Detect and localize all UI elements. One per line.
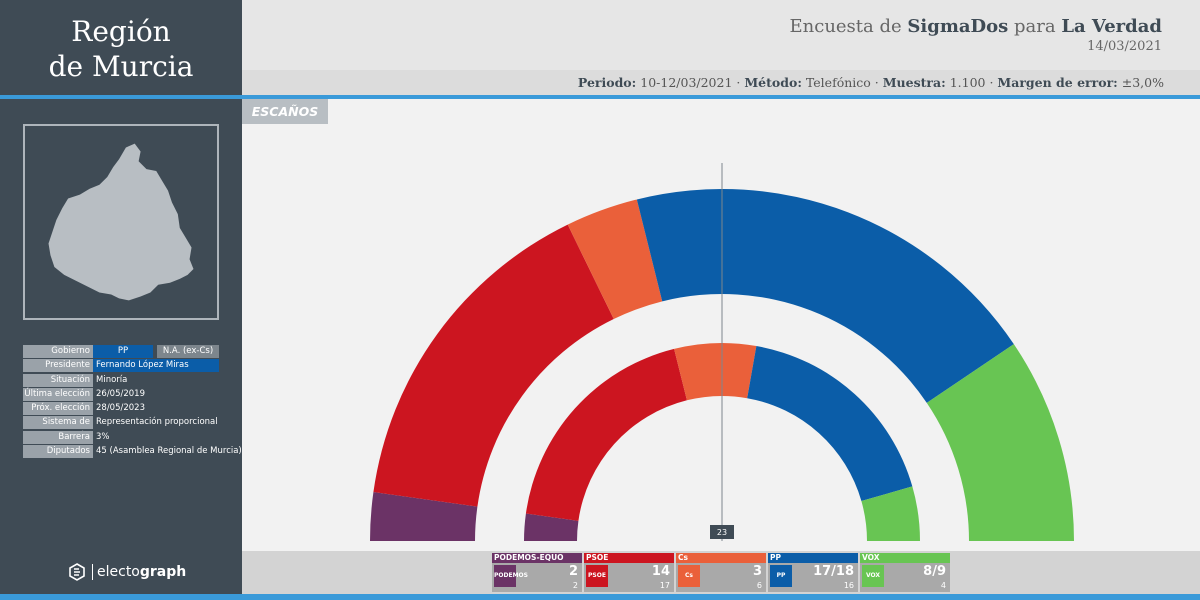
top-rule bbox=[0, 95, 1200, 99]
info-key: Situación bbox=[23, 373, 93, 387]
outer-segment-vox bbox=[926, 344, 1074, 541]
info-row-barrera: Barrera 3% bbox=[23, 430, 223, 444]
inner-segment-cs bbox=[674, 343, 757, 401]
inner-segment-vox bbox=[861, 486, 920, 541]
legend-party-name: PP bbox=[768, 553, 858, 563]
outer-segment-cs bbox=[567, 199, 663, 319]
inner-segment-pp bbox=[747, 346, 913, 502]
info-key: Barrera bbox=[23, 430, 93, 444]
chart-area: 23 bbox=[242, 99, 1200, 551]
majority-label-box bbox=[710, 525, 734, 539]
info-key: Diputados bbox=[23, 445, 93, 459]
legend-seats: 2 bbox=[568, 564, 578, 579]
legend-seats: 14 bbox=[651, 564, 670, 579]
legend-previous-seats: 16 bbox=[843, 581, 854, 590]
inner-segment-psoe bbox=[525, 348, 687, 521]
info-val-sistema: Representación proporcional bbox=[96, 417, 218, 428]
region-title: Región de Murcia bbox=[0, 14, 242, 84]
legend-item-podemos-equo: PODEMOS-EQUO PODEMOS 2 2 bbox=[492, 553, 582, 592]
electograph-logo-icon bbox=[69, 563, 85, 581]
electograph-logo: electo graph bbox=[68, 563, 186, 581]
meta-bar: Periodo: 10-12/03/2021 · Método: Telefón… bbox=[242, 70, 1200, 95]
outer-segment-pp bbox=[636, 189, 1014, 403]
region-title-line2: de Murcia bbox=[48, 50, 194, 83]
legend-previous-seats: 17 bbox=[659, 581, 670, 590]
info-val-gobierno-na: N.A. (ex-Cs) bbox=[157, 345, 219, 358]
region-map-shape bbox=[48, 143, 194, 301]
info-key: Presidente bbox=[23, 359, 93, 373]
survey-title: Encuesta de SigmaDos para La Verdad bbox=[790, 16, 1163, 37]
legend-party-name: VOX bbox=[860, 553, 950, 563]
survey-date: 14/03/2021 bbox=[1087, 39, 1162, 54]
meta-margen: ±3,0% bbox=[1117, 75, 1164, 90]
legend-party-name: Cs bbox=[676, 553, 766, 563]
legend-item-cs: Cs Cs 3 6 bbox=[676, 553, 766, 592]
legend-party-logo: PODEMOS bbox=[494, 565, 528, 587]
legend-seats: 3 bbox=[752, 564, 762, 579]
sidebar: Región de Murcia Gobierno PP N.A. (ex-Cs… bbox=[0, 0, 242, 600]
bottom-rule bbox=[0, 594, 1200, 600]
survey-mid: para bbox=[1008, 16, 1062, 37]
info-key: Gobierno bbox=[23, 345, 93, 358]
meta-margen-label: Margen de error: bbox=[997, 75, 1118, 90]
meta-periodo-label: Periodo: bbox=[577, 75, 637, 90]
meta-muestra: 1.100 · bbox=[945, 75, 998, 90]
legend-item-pp: PP PP 17/18 16 bbox=[768, 553, 858, 592]
info-table: Gobierno PP N.A. (ex-Cs) Presidente Fern… bbox=[23, 345, 242, 459]
inner-segment-podemos-equo bbox=[524, 513, 579, 541]
info-val-prox: 28/05/2023 bbox=[96, 403, 145, 414]
logo-text-light: electo bbox=[97, 564, 140, 580]
meta-line: Periodo: 10-12/03/2021 · Método: Telefón… bbox=[578, 75, 1164, 90]
outer-segment-psoe bbox=[373, 224, 614, 507]
majority-label: 23 bbox=[717, 528, 727, 537]
info-val-gobierno-pp: PP bbox=[93, 345, 153, 358]
legend-bar: PODEMOS-EQUO PODEMOS 2 2 PSOE PSOE 14 17 Cs Cs 3 6 P… bbox=[242, 551, 1200, 594]
meta-muestra-label: Muestra: bbox=[882, 75, 946, 90]
legend-previous-seats: 4 bbox=[940, 581, 946, 590]
legend-previous-seats: 2 bbox=[572, 581, 578, 590]
legend-party-name: PSOE bbox=[584, 553, 674, 563]
survey-pollster: SigmaDos bbox=[907, 16, 1009, 37]
meta-metodo-label: Método: bbox=[744, 75, 802, 90]
info-row-situacion: Situación Minoría bbox=[23, 373, 223, 387]
legend-party-logo: PP bbox=[770, 565, 792, 587]
survey-prefix: Encuesta de bbox=[789, 16, 908, 37]
logo-separator bbox=[92, 564, 93, 580]
info-row-diputados: Diputados 45 (Asamblea Regional de Murci… bbox=[23, 445, 242, 459]
info-row-gobierno: Gobierno PP N.A. (ex-Cs) bbox=[23, 345, 223, 358]
info-val-situacion: Minoría bbox=[96, 374, 128, 385]
region-map bbox=[23, 124, 219, 320]
legend-party-name: PODEMOS-EQUO bbox=[492, 553, 582, 563]
legend-item-vox: VOX VOX 8/9 4 bbox=[860, 553, 950, 592]
legend-item-psoe: PSOE PSOE 14 17 bbox=[584, 553, 674, 592]
legend-previous-seats: 6 bbox=[756, 581, 762, 590]
meta-periodo: 10-12/03/2021 · bbox=[636, 75, 745, 90]
info-val-barrera: 3% bbox=[96, 431, 110, 442]
header: Encuesta de SigmaDos para La Verdad 14/0… bbox=[242, 0, 1200, 70]
legend-party-logo: VOX bbox=[862, 565, 884, 587]
info-row-ultima: Última elección 26/05/2019 bbox=[23, 387, 223, 401]
info-key: Próx. elección bbox=[23, 402, 93, 416]
info-val-presidente: Fernando López Miras bbox=[93, 359, 219, 373]
survey-media: La Verdad bbox=[1061, 16, 1162, 37]
region-title-line1: Región bbox=[71, 15, 171, 48]
legend-seats: 8/9 bbox=[923, 564, 946, 579]
parliament-chart: 23 bbox=[370, 163, 1074, 541]
info-row-prox: Próx. elección 28/05/2023 bbox=[23, 402, 223, 416]
legend-party-logo: PSOE bbox=[586, 565, 608, 587]
info-val-diputados: 45 (Asamblea Regional de Murcia) bbox=[96, 446, 242, 457]
meta-metodo: Telefónico · bbox=[801, 75, 883, 90]
section-tag: ESCAÑOS bbox=[242, 99, 328, 124]
legend-party-logo: Cs bbox=[678, 565, 700, 587]
logo-text-bold: graph bbox=[139, 564, 187, 580]
legend-seats: 17/18 bbox=[813, 564, 854, 579]
info-key: Sistema de voto bbox=[23, 416, 93, 440]
info-row-sistema: Sistema de voto Representación proporcio… bbox=[23, 416, 223, 440]
info-key: Última elección bbox=[23, 387, 93, 401]
outer-segment-podemos-equo bbox=[370, 492, 478, 541]
info-val-ultima: 26/05/2019 bbox=[96, 388, 145, 399]
info-row-presidente: Presidente Fernando López Miras bbox=[23, 359, 223, 373]
